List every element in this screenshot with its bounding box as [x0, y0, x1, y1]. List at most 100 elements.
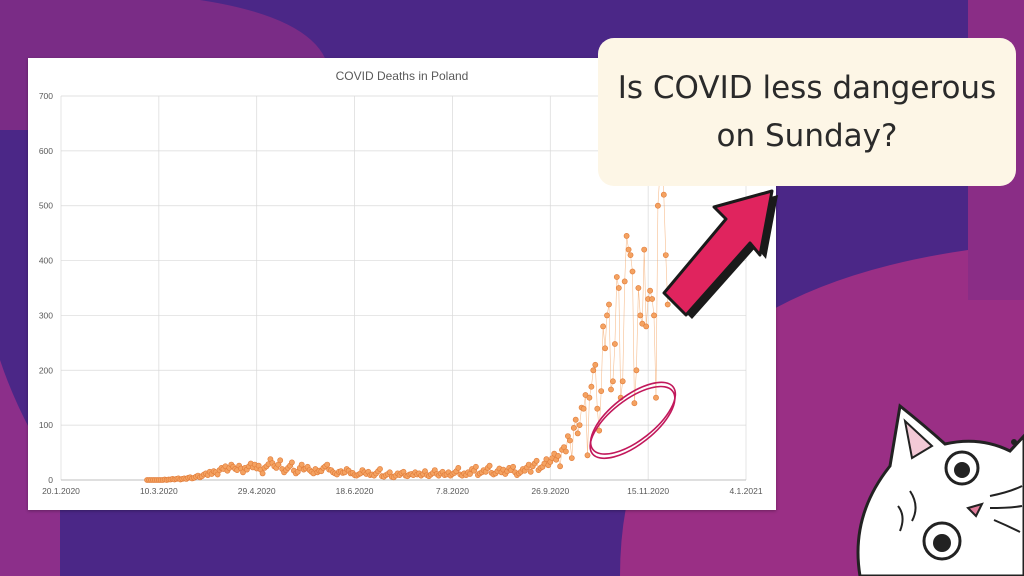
- data-point: [472, 463, 479, 470]
- data-point: [653, 394, 659, 401]
- callout-text: Is COVID less dangerous on Sunday?: [617, 70, 997, 154]
- data-point: [527, 468, 534, 475]
- chart-title: COVID Deaths in Poland: [336, 69, 469, 83]
- data-point: [572, 416, 579, 423]
- highlight-ellipse: [589, 385, 676, 460]
- y-tick-label: 0: [48, 475, 53, 485]
- data-point: [570, 424, 577, 431]
- x-tick-label: 29.4.2020: [238, 486, 276, 496]
- data-point: [576, 422, 583, 428]
- data-point: [604, 312, 610, 319]
- x-tick-label: 7.8.2020: [436, 486, 469, 496]
- y-tick-label: 100: [39, 420, 53, 430]
- data-point: [259, 470, 266, 477]
- data-point: [602, 345, 608, 352]
- data-point: [610, 378, 616, 385]
- cat-ear-inner: [903, 418, 934, 460]
- data-point: [651, 312, 657, 319]
- data-point: [613, 274, 620, 280]
- x-tick-label: 10.3.2020: [140, 486, 178, 496]
- cat-spot: [1011, 439, 1017, 445]
- series-line-layer: [147, 161, 668, 481]
- data-point: [643, 323, 650, 330]
- y-tick-label: 600: [39, 146, 53, 156]
- data-point: [596, 427, 603, 434]
- cat-whiskers: [989, 485, 1023, 533]
- data-point: [582, 392, 589, 398]
- data-point: [592, 361, 599, 368]
- y-tick-label: 700: [39, 91, 53, 101]
- data-point: [619, 378, 626, 385]
- data-point: [580, 405, 587, 412]
- data-point: [649, 296, 655, 302]
- cat-nose: [966, 502, 984, 518]
- data-point: [533, 457, 540, 464]
- data-point: [510, 463, 516, 470]
- x-tick-label: 18.6.2020: [336, 486, 374, 496]
- data-point: [584, 452, 591, 459]
- data-point: [598, 388, 605, 394]
- x-tick-label: 26.9.2020: [531, 486, 569, 496]
- data-point: [631, 400, 638, 407]
- y-tick-label: 300: [39, 310, 53, 320]
- data-point: [641, 246, 648, 253]
- data-point: [625, 246, 632, 253]
- data-point: [629, 268, 636, 275]
- data-point: [639, 320, 646, 327]
- data-point: [467, 471, 473, 477]
- series-line: [147, 161, 668, 481]
- data-point: [586, 394, 593, 401]
- data-point: [455, 464, 462, 471]
- data-point: [574, 430, 581, 437]
- data-point: [590, 367, 597, 374]
- data-point: [633, 367, 640, 374]
- data-point: [647, 287, 653, 294]
- data-point: [486, 462, 493, 469]
- data-point: [324, 461, 331, 468]
- cat-head: [856, 403, 1024, 576]
- cat-mascot-icon: [856, 403, 1024, 576]
- data-point: [627, 252, 634, 258]
- data-point: [555, 452, 561, 459]
- data-point: [612, 341, 618, 347]
- data-point: [608, 386, 614, 393]
- data-point: [662, 252, 669, 258]
- cat-pupil-left: [954, 462, 970, 478]
- data-point: [563, 448, 569, 455]
- x-tick-label: 15.11.2020: [627, 486, 669, 496]
- highlight-ellipse: [589, 381, 677, 455]
- data-point: [600, 323, 606, 330]
- data-point: [660, 191, 667, 198]
- x-tick-label: 4.1.2021: [729, 486, 762, 496]
- data-point: [588, 383, 595, 390]
- data-point: [557, 463, 563, 470]
- annotation-layer: [589, 381, 677, 460]
- data-point: [567, 437, 573, 444]
- data-point: [606, 301, 612, 308]
- cat-stripes: [897, 490, 917, 532]
- data-point: [594, 405, 601, 412]
- data-point: [298, 461, 305, 468]
- arrow-icon: [662, 189, 778, 319]
- y-tick-label: 200: [39, 365, 53, 375]
- y-tick-label: 500: [39, 201, 53, 211]
- data-point: [635, 285, 642, 291]
- data-point: [655, 202, 661, 209]
- callout-box: Is COVID less dangerous on Sunday?: [598, 38, 1016, 186]
- data-point: [637, 312, 644, 319]
- data-point: [277, 457, 284, 464]
- data-point: [377, 466, 383, 472]
- data-point: [623, 232, 630, 239]
- data-point: [288, 459, 295, 466]
- data-point: [615, 285, 622, 291]
- data-point: [621, 278, 628, 285]
- data-point: [543, 456, 550, 463]
- y-tick-label: 400: [39, 256, 53, 266]
- x-tick-label: 20.1.2020: [42, 486, 80, 496]
- series-points: [144, 158, 671, 483]
- chart: COVID Deaths in Poland 0 100 200 300 400 500 6…: [39, 69, 763, 496]
- data-point: [568, 455, 575, 461]
- data-point: [664, 301, 671, 308]
- arrow-body: [662, 189, 774, 317]
- cat-pupil-right: [933, 534, 951, 552]
